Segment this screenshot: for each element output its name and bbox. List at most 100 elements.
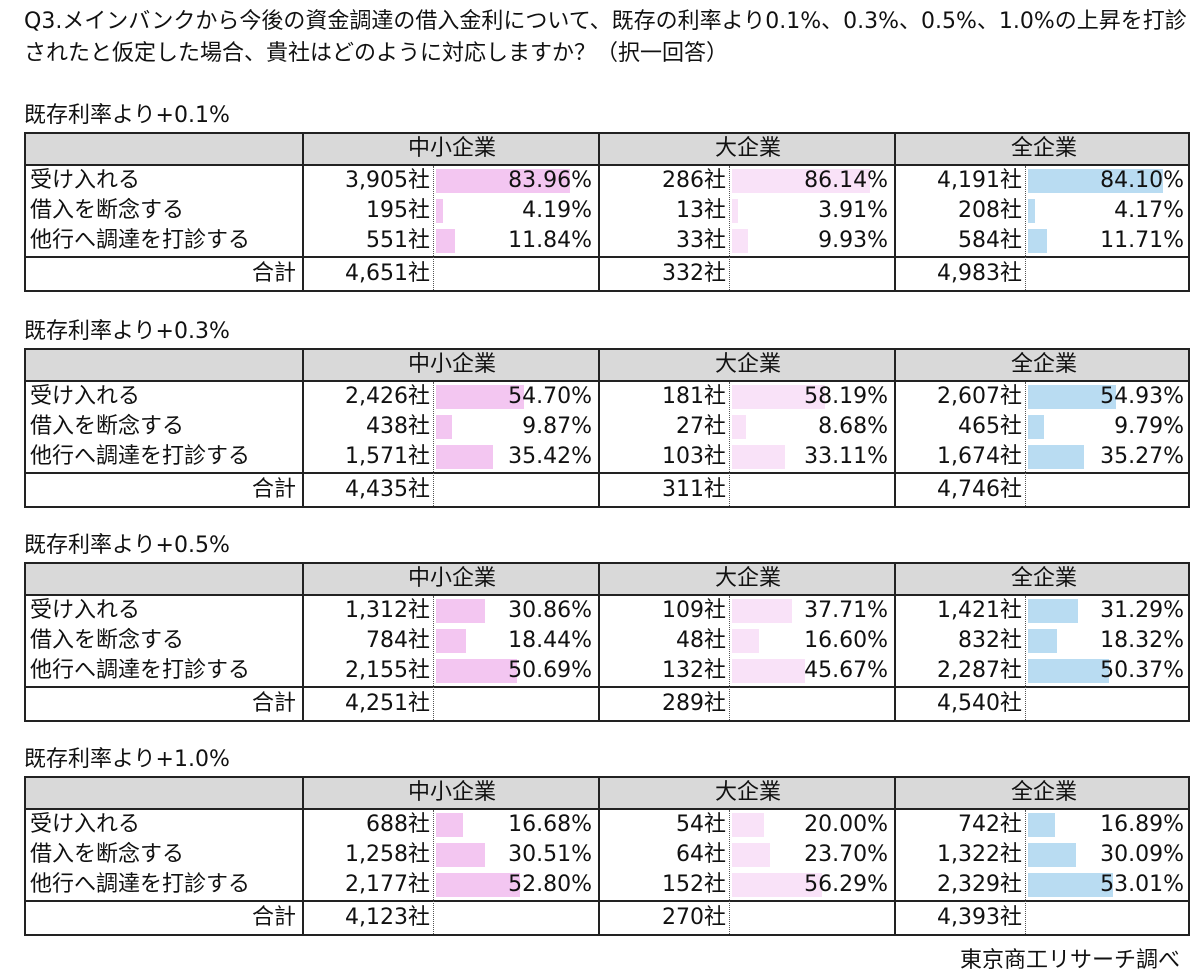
percent-large: 8.68%: [818, 414, 888, 439]
bar-large: [732, 445, 785, 469]
bar-all: [1028, 813, 1056, 837]
percent-all: 31.29%: [1100, 598, 1184, 623]
total-large: 270社: [662, 905, 726, 930]
percent-large: 23.70%: [804, 842, 888, 867]
percent-all: 16.89%: [1100, 812, 1184, 837]
percent-large: 20.00%: [804, 812, 888, 837]
column-divider: [598, 564, 600, 720]
count-large: 27社: [676, 414, 726, 439]
dotted-divider: [1025, 596, 1026, 720]
table-row: 受け入れる 1,312社 30.86% 109社 37.71% 1,421社 31.29%: [26, 596, 1188, 626]
count-sme: 2,155社: [345, 658, 430, 683]
bar-all: [1028, 599, 1079, 623]
percent-sme: 9.87%: [522, 414, 592, 439]
percent-all: 54.93%: [1100, 384, 1184, 409]
bar-sme: [436, 229, 455, 253]
percent-all: 30.09%: [1100, 842, 1184, 867]
row-label: 受け入れる: [30, 168, 141, 193]
dotted-divider: [433, 596, 434, 720]
total-label: 合計: [251, 261, 296, 286]
count-large: 132社: [662, 658, 726, 683]
count-sme: 1,312社: [345, 598, 430, 623]
table-row: 借入を断念する 784社 18.44% 48社 16.60% 832社 18.32%: [26, 626, 1188, 656]
percent-all: 18.32%: [1100, 628, 1184, 653]
bar-large: [732, 659, 806, 683]
total-all: 4,983社: [937, 261, 1022, 286]
total-row: 合計 4,651社 332社 4,983社: [26, 256, 1188, 290]
section-title: 既存利率より+0.3%: [24, 319, 230, 344]
column-header-all: 全企業: [1010, 780, 1077, 805]
bar-all: [1028, 873, 1113, 897]
result-table: 中小企業 大企業 全企業 受け入れる 2,426社 54.70% 181社 58.19% 2,6…: [24, 348, 1190, 508]
bar-large: [732, 843, 770, 867]
total-sme: 4,651社: [345, 261, 430, 286]
count-all: 2,287社: [937, 658, 1022, 683]
table-header: 中小企業 大企業 全企業: [26, 778, 1188, 810]
table-row: 他行へ調達を打診する 1,571社 35.42% 103社 33.11% 1,674社 35…: [26, 442, 1188, 472]
total-large: 311社: [662, 477, 726, 502]
dotted-divider: [433, 166, 434, 290]
count-sme: 3,905社: [345, 168, 430, 193]
dotted-divider: [729, 382, 730, 506]
column-header-all: 全企業: [1010, 566, 1077, 591]
table-row: 他行へ調達を打診する 551社 11.84% 33社 9.93% 584社 11.71%: [26, 226, 1188, 256]
dotted-divider: [1025, 810, 1026, 934]
bar-all: [1028, 229, 1047, 253]
dotted-divider: [729, 596, 730, 720]
total-all: 4,393社: [937, 905, 1022, 930]
total-row: 合計 4,435社 311社 4,746社: [26, 472, 1188, 506]
row-label: 受け入れる: [30, 384, 141, 409]
table-row: 受け入れる 688社 16.68% 54社 20.00% 742社 16.89%: [26, 810, 1188, 840]
bar-sme: [436, 415, 452, 439]
percent-large: 56.29%: [804, 872, 888, 897]
bar-all: [1028, 415, 1044, 439]
percent-large: 86.14%: [804, 168, 888, 193]
count-sme: 195社: [366, 198, 430, 223]
count-all: 2,607社: [937, 384, 1022, 409]
percent-large: 16.60%: [804, 628, 888, 653]
bar-all: [1028, 169, 1163, 193]
count-all: 1,322社: [937, 842, 1022, 867]
bar-large: [732, 415, 746, 439]
bar-sme: [436, 385, 524, 409]
count-large: 48社: [676, 628, 726, 653]
column-divider: [302, 778, 304, 934]
column-header-large: 大企業: [714, 352, 781, 377]
percent-sme: 16.68%: [508, 812, 592, 837]
row-label: 借入を断念する: [30, 628, 185, 653]
row-label: 借入を断念する: [30, 842, 185, 867]
count-sme: 688社: [366, 812, 430, 837]
total-label: 合計: [251, 691, 296, 716]
percent-sme: 4.19%: [522, 198, 592, 223]
count-large: 286社: [662, 168, 726, 193]
percent-all: 11.71%: [1100, 228, 1184, 253]
percent-large: 33.11%: [804, 444, 888, 469]
percent-all: 9.79%: [1114, 414, 1184, 439]
count-all: 742社: [958, 812, 1022, 837]
dotted-divider: [1025, 382, 1026, 506]
count-sme: 2,426社: [345, 384, 430, 409]
column-divider: [598, 134, 600, 290]
bar-large: [732, 169, 870, 193]
bar-sme: [436, 445, 493, 469]
bar-sme: [436, 629, 466, 653]
count-all: 2,329社: [937, 872, 1022, 897]
table-row: 借入を断念する 438社 9.87% 27社 8.68% 465社 9.79%: [26, 412, 1188, 442]
percent-sme: 30.86%: [508, 598, 592, 623]
row-label: 他行へ調達を打診する: [30, 872, 251, 897]
dotted-divider: [729, 810, 730, 934]
total-row: 合計 4,123社 270社 4,393社: [26, 900, 1188, 934]
bar-sme: [436, 659, 518, 683]
column-divider: [302, 350, 304, 506]
total-row: 合計 4,251社 289社 4,540社: [26, 686, 1188, 720]
percent-large: 45.67%: [804, 658, 888, 683]
column-header-sme: 中小企業: [407, 136, 496, 161]
column-header-large: 大企業: [714, 566, 781, 591]
bar-sme: [436, 843, 485, 867]
count-all: 1,674社: [937, 444, 1022, 469]
bar-all: [1028, 843, 1077, 867]
dotted-divider: [433, 810, 434, 934]
column-header-sme: 中小企業: [407, 352, 496, 377]
total-all: 4,540社: [937, 691, 1022, 716]
column-header-all: 全企業: [1010, 352, 1077, 377]
